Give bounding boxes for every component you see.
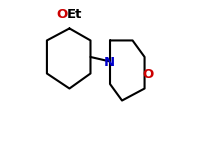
Text: O: O	[56, 8, 67, 21]
Text: Et: Et	[67, 8, 82, 21]
Text: O: O	[142, 68, 153, 81]
Text: N: N	[103, 56, 114, 69]
